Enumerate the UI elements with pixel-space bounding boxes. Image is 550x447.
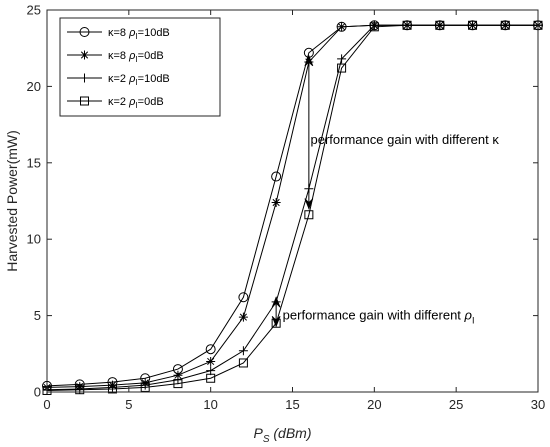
data-point bbox=[107, 384, 117, 394]
marker-circle bbox=[238, 292, 249, 303]
data-point bbox=[140, 382, 150, 392]
marker-square bbox=[435, 20, 445, 30]
x-tick-label: 0 bbox=[43, 397, 50, 412]
arrow-head bbox=[271, 316, 281, 328]
data-point bbox=[206, 366, 216, 376]
data-point bbox=[304, 210, 314, 220]
marker-circle bbox=[79, 27, 90, 37]
data-point bbox=[238, 292, 249, 303]
marker-square bbox=[369, 22, 379, 32]
x-tick-label: 15 bbox=[285, 397, 299, 412]
data-point bbox=[337, 54, 347, 64]
marker-square bbox=[173, 379, 183, 389]
marker-plus bbox=[140, 380, 150, 390]
y-tick-label: 5 bbox=[34, 308, 41, 323]
data-point bbox=[206, 373, 216, 383]
marker-square bbox=[402, 20, 412, 30]
legend-entry: κ=2 ρI=10dB bbox=[67, 73, 170, 87]
arrow-head bbox=[304, 198, 314, 210]
marker-square bbox=[107, 384, 117, 394]
y-tick-label: 15 bbox=[27, 155, 41, 170]
x-tick-label: 25 bbox=[449, 397, 463, 412]
marker-asterisk bbox=[238, 312, 248, 322]
marker-plus bbox=[107, 382, 117, 392]
data-point bbox=[238, 312, 248, 322]
marker-square bbox=[140, 382, 150, 392]
marker-asterisk bbox=[206, 356, 216, 366]
marker-asterisk bbox=[271, 198, 281, 208]
marker-asterisk bbox=[173, 370, 183, 380]
data-point bbox=[238, 346, 248, 356]
annotation-2: performance gain with different ρI bbox=[271, 296, 475, 328]
data-point bbox=[75, 385, 85, 395]
marker-circle bbox=[271, 171, 282, 182]
x-tick-label: 20 bbox=[367, 397, 381, 412]
marker-square bbox=[80, 96, 89, 106]
marker-circle bbox=[205, 344, 216, 355]
marker-plus bbox=[80, 73, 89, 83]
y-tick-label: 25 bbox=[27, 3, 41, 18]
legend-marker bbox=[79, 27, 90, 37]
x-tick-label: 30 bbox=[531, 397, 545, 412]
x-tick-label: 5 bbox=[125, 397, 132, 412]
marker-plus bbox=[238, 346, 248, 356]
legend-entry: κ=8 ρI=0dB bbox=[67, 50, 164, 64]
data-point bbox=[205, 344, 216, 355]
data-point bbox=[271, 198, 281, 208]
legend-marker bbox=[80, 96, 89, 106]
legend-label: κ=8 ρI=10dB bbox=[108, 27, 170, 41]
legend-marker bbox=[80, 73, 89, 83]
arrow-head bbox=[304, 54, 314, 67]
x-axis-label: PS (dBm) bbox=[253, 425, 311, 445]
marker-square bbox=[468, 20, 478, 30]
marker-asterisk bbox=[337, 22, 347, 32]
y-tick-label: 10 bbox=[27, 232, 41, 247]
legend-marker bbox=[80, 50, 89, 60]
legend-entry: κ=2 ρI=0dB bbox=[67, 96, 164, 110]
data-point bbox=[435, 20, 445, 30]
legend-entry: κ=8 ρI=10dB bbox=[67, 27, 170, 41]
annotations: performance gain with different κ perform… bbox=[271, 54, 500, 328]
y-tick-label: 0 bbox=[34, 385, 41, 400]
marker-square bbox=[304, 210, 314, 220]
marker-asterisk bbox=[80, 50, 89, 60]
data-point bbox=[140, 380, 150, 390]
marker-plus bbox=[369, 20, 379, 30]
marker-plus bbox=[337, 54, 347, 64]
annotation-text: performance gain with different ρI bbox=[283, 308, 475, 326]
legend-label: κ=8 ρI=0dB bbox=[108, 50, 164, 64]
data-point bbox=[238, 358, 248, 368]
annotation-1: performance gain with different κ bbox=[304, 54, 500, 210]
data-point bbox=[173, 379, 183, 389]
marker-plus bbox=[206, 366, 216, 376]
x-tick-label: 10 bbox=[203, 397, 217, 412]
data-point bbox=[500, 20, 510, 30]
data-point bbox=[468, 20, 478, 30]
y-axis-label: Harvested Power(mW) bbox=[4, 130, 20, 272]
data-point bbox=[173, 370, 183, 380]
data-point bbox=[369, 22, 379, 32]
legend-box bbox=[59, 17, 221, 117]
marker-square bbox=[75, 385, 85, 395]
y-tick-label: 20 bbox=[27, 79, 41, 94]
data-point bbox=[107, 382, 117, 392]
marker-square bbox=[337, 63, 347, 73]
data-point bbox=[337, 22, 347, 32]
data-point bbox=[402, 20, 412, 30]
legend-label: κ=2 ρI=0dB bbox=[108, 96, 164, 110]
axes: 0 5 10 15 20 25 30 0 5 10 15 20 25 PS (dBm) Harvested … bbox=[4, 3, 545, 446]
marker-square bbox=[206, 373, 216, 383]
arrow-head bbox=[271, 296, 281, 308]
marker-square bbox=[238, 358, 248, 368]
marker-square bbox=[500, 20, 510, 30]
data-point bbox=[271, 171, 282, 182]
data-point bbox=[369, 20, 379, 30]
legend-label: κ=2 ρI=10dB bbox=[108, 73, 170, 87]
legend: κ=8 ρI=10dB κ=8 ρI=0dB κ=2 ρI=10dB κ=2 ρI=0… bbox=[59, 17, 221, 117]
data-point bbox=[206, 356, 216, 366]
data-point bbox=[337, 63, 347, 73]
annotation-text: performance gain with different κ bbox=[311, 132, 500, 147]
